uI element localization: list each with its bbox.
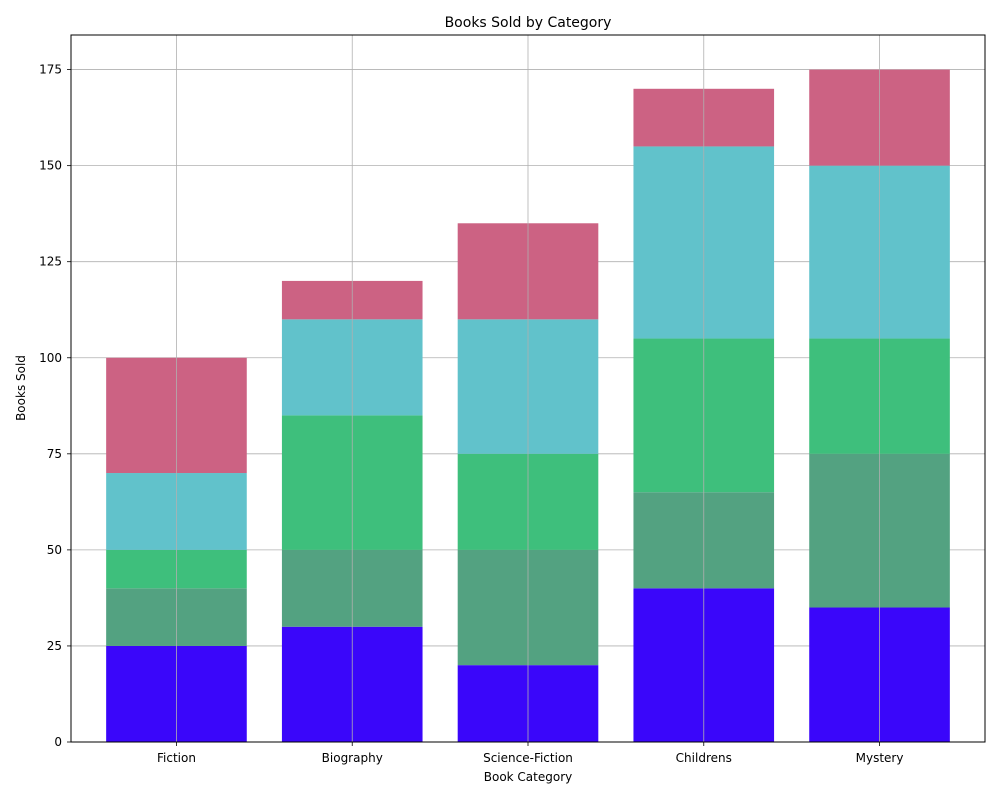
x-tick-label: Biography bbox=[322, 751, 383, 765]
y-tick-label: 125 bbox=[39, 255, 62, 269]
chart-title: Books Sold by Category bbox=[445, 15, 612, 31]
vertical-grid-lines bbox=[176, 35, 880, 742]
y-tick-label: 25 bbox=[47, 639, 62, 653]
y-tick-label: 150 bbox=[39, 159, 62, 173]
y-tick-label: 175 bbox=[39, 63, 62, 77]
y-tick-label: 0 bbox=[54, 735, 62, 749]
x-tick-label: Mystery bbox=[856, 751, 904, 765]
y-tick-label: 100 bbox=[39, 351, 62, 365]
x-tick-label: Science-Fiction bbox=[483, 751, 573, 765]
y-tick-label: 75 bbox=[47, 447, 62, 461]
x-axis-label: Book Category bbox=[484, 770, 573, 784]
x-axis-ticks: Fiction Biography Science-Fiction Childrens… bbox=[157, 742, 903, 765]
y-axis-label: Books Sold bbox=[14, 355, 28, 421]
x-tick-label: Childrens bbox=[676, 751, 732, 765]
y-axis-ticks: 0 25 50 75 100 125 150 175 bbox=[39, 63, 71, 749]
x-tick-label: Fiction bbox=[157, 751, 196, 765]
y-tick-label: 50 bbox=[47, 543, 62, 557]
